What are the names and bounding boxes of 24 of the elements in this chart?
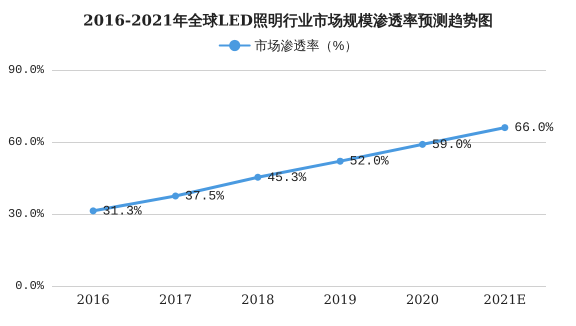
y-tick-label: 90.0% xyxy=(8,63,45,77)
x-tick-label: 2017 xyxy=(158,293,192,308)
data-label: 66.0% xyxy=(514,120,554,136)
x-tick-label: 2018 xyxy=(241,293,274,308)
point xyxy=(501,124,508,132)
y-tick-label: 0.0% xyxy=(15,279,45,293)
data-label: 45.3% xyxy=(267,170,307,185)
x-tick-label: 2020 xyxy=(406,293,440,308)
x-tick-label: 2016 xyxy=(76,293,110,308)
x-tick-label: 2021E xyxy=(484,293,526,308)
point xyxy=(172,192,179,200)
data-label: 59.0% xyxy=(432,136,472,152)
point xyxy=(90,207,97,214)
point xyxy=(419,140,426,148)
point xyxy=(254,174,262,181)
data-label: 37.5% xyxy=(185,188,224,204)
y-tick-label: 30.0% xyxy=(8,207,45,221)
legend-label: 市场渗透率（%） xyxy=(254,38,358,53)
data-label: 52.0% xyxy=(350,154,389,169)
point xyxy=(336,158,344,165)
x-tick-label: 2019 xyxy=(324,293,357,308)
y-tick-label: 60.0% xyxy=(8,135,45,149)
data-label: 31.3% xyxy=(102,203,142,218)
chart-title: 2016-2021年全球LED照明行业市场规模渗透率预测趋势图 xyxy=(83,12,493,30)
